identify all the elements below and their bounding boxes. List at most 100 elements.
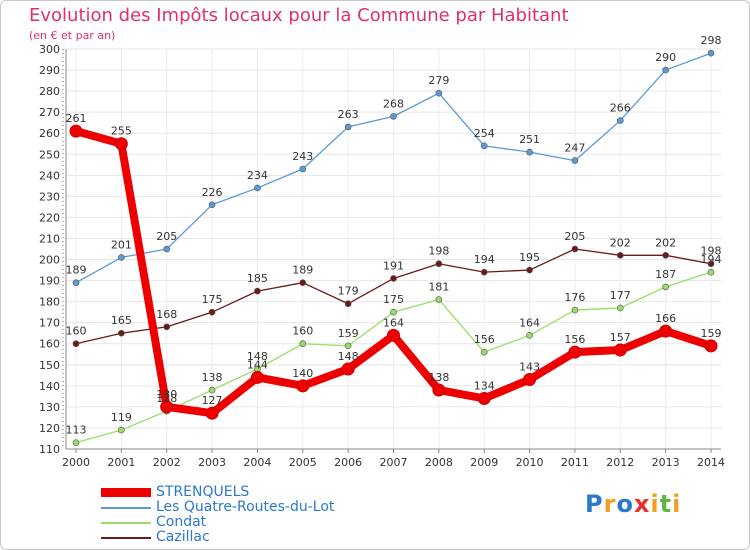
- data-point: [662, 252, 669, 259]
- data-label: 177: [610, 289, 631, 302]
- data-point: [662, 66, 669, 74]
- data-point: [344, 123, 352, 131]
- data-point: [432, 383, 446, 397]
- y-tick-label: 260: [39, 127, 60, 140]
- data-label: 226: [202, 186, 223, 199]
- series-condat: [72, 268, 715, 446]
- data-point: [299, 165, 307, 173]
- data-point: [613, 343, 627, 357]
- data-label: 156: [474, 333, 495, 346]
- data-point: [390, 113, 397, 120]
- logo-letter: r: [603, 490, 617, 518]
- data-label: 247: [564, 142, 585, 155]
- data-label: 176: [564, 291, 585, 304]
- data-label: 263: [338, 108, 359, 121]
- data-point: [114, 137, 128, 151]
- data-label: 194: [701, 253, 722, 266]
- data-label: 189: [292, 264, 313, 277]
- logo-letter: P: [585, 490, 604, 518]
- data-point: [480, 142, 488, 150]
- chart-subtitle: (en € et par an): [29, 29, 116, 42]
- data-point: [707, 260, 715, 268]
- data-point: [477, 391, 491, 405]
- data-label: 168: [156, 308, 177, 321]
- y-tick-label: 270: [39, 106, 60, 119]
- data-label: 119: [111, 411, 132, 424]
- y-tick-label: 180: [39, 296, 60, 309]
- data-label: 181: [428, 281, 449, 294]
- data-point: [250, 370, 264, 384]
- data-label: 165: [111, 314, 132, 327]
- data-point: [704, 339, 718, 353]
- data-label: 205: [564, 230, 585, 243]
- data-point: [435, 296, 443, 303]
- legend-item: Condat: [101, 515, 334, 530]
- legend-swatch: [101, 488, 151, 497]
- x-tick-label: 2012: [606, 456, 634, 469]
- logo-letter: o: [616, 490, 634, 518]
- data-point: [344, 342, 352, 350]
- data-label: 159: [338, 327, 359, 340]
- data-label: 144: [247, 358, 268, 371]
- legend-label: Les Quatre-Routes-du-Lot: [156, 499, 335, 515]
- y-tick-label: 110: [39, 443, 60, 456]
- legend-swatch: [101, 506, 151, 509]
- x-tick-label: 2006: [334, 456, 362, 469]
- data-point: [526, 332, 533, 339]
- data-point: [299, 279, 307, 286]
- data-point: [526, 148, 533, 156]
- data-point: [160, 400, 174, 414]
- x-tick-label: 2002: [153, 456, 181, 469]
- y-tick-label: 150: [39, 359, 60, 372]
- x-tick-label: 2013: [652, 456, 680, 469]
- data-label: 191: [383, 259, 404, 272]
- data-point: [341, 362, 355, 376]
- data-label: 148: [247, 350, 268, 363]
- x-tick-label: 2007: [380, 456, 408, 469]
- data-point: [523, 373, 537, 387]
- data-label: 138: [428, 371, 449, 384]
- data-point: [69, 124, 83, 138]
- data-label: 113: [66, 424, 87, 437]
- data-point: [662, 283, 669, 291]
- data-point: [526, 266, 533, 274]
- y-tick-label: 290: [39, 64, 60, 77]
- legend-swatch: [101, 521, 151, 524]
- data-label: 254: [474, 127, 495, 140]
- data-point: [390, 308, 397, 316]
- proxiti-logo: Proxiti: [585, 490, 681, 518]
- data-point: [299, 340, 307, 348]
- data-label: 175: [202, 293, 223, 306]
- data-point: [296, 379, 310, 393]
- data-label: 138: [202, 371, 223, 384]
- data-point: [163, 245, 171, 253]
- data-label: 164: [519, 316, 540, 329]
- legend-label: Condat: [156, 514, 207, 530]
- data-point: [571, 245, 579, 253]
- data-label: 148: [338, 350, 359, 363]
- y-tick-label: 280: [39, 85, 60, 98]
- data-label: 143: [519, 361, 540, 374]
- data-label: 175: [383, 293, 404, 306]
- legend-label: STRENQUELS: [156, 484, 250, 500]
- data-label: 185: [247, 272, 268, 285]
- data-point: [118, 426, 125, 434]
- data-label: 160: [292, 325, 313, 338]
- data-label: 279: [428, 74, 449, 87]
- data-label: 164: [383, 316, 404, 329]
- data-point: [118, 254, 125, 261]
- x-tick-label: 2010: [516, 456, 544, 469]
- chart-legend: STRENQUELS Les Quatre-Routes-du-Lot Condat…: [101, 485, 334, 545]
- data-point: [707, 49, 715, 57]
- legend-item: STRENQUELS: [101, 485, 334, 500]
- data-point: [205, 406, 219, 420]
- data-point: [72, 439, 80, 446]
- data-label: 128: [156, 392, 177, 405]
- data-point: [387, 328, 400, 342]
- data-label: 130: [156, 388, 177, 401]
- data-label: 179: [338, 285, 359, 298]
- data-label: 160: [66, 325, 87, 338]
- data-point: [72, 340, 80, 348]
- logo-letter: t: [659, 490, 673, 518]
- x-tick-label: 2008: [425, 456, 453, 469]
